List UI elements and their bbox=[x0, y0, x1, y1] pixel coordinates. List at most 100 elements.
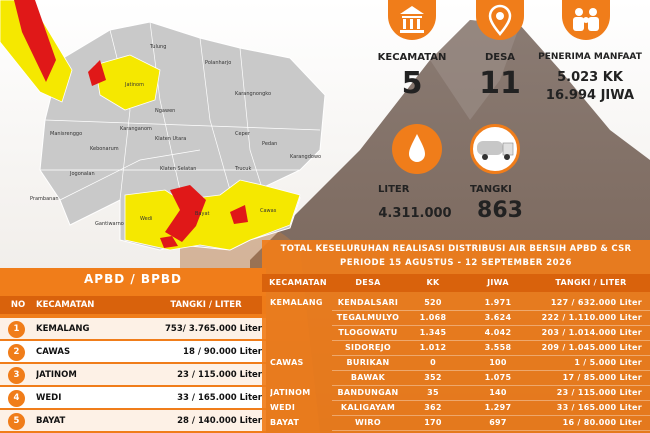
row-cell: BANDUNGAN bbox=[337, 388, 399, 397]
row-kecamatan: BAYAT bbox=[36, 416, 66, 426]
row-cell: SIDOREJO bbox=[345, 343, 391, 352]
icon-location bbox=[476, 0, 524, 40]
table-row: BANDUNGAN 35 140 23 / 115.000 Liter bbox=[332, 386, 650, 401]
map-label: Wedi bbox=[140, 216, 152, 222]
icon-people bbox=[562, 0, 610, 40]
row-number: 1 bbox=[8, 321, 25, 338]
row-cell: 1.068 bbox=[419, 313, 447, 322]
row-cell: BURIKAN bbox=[346, 358, 390, 367]
group-kecamatan: BAYAT bbox=[270, 418, 300, 427]
map-label: Pedan bbox=[262, 141, 277, 147]
stat-label: PENERIMA MANFAAT bbox=[538, 52, 642, 62]
row-number: 4 bbox=[8, 390, 25, 407]
total-table: TOTAL KESELURUHAN REALISASI DISTRIBUSI A… bbox=[262, 240, 650, 433]
row-kecamatan: JATINOM bbox=[36, 370, 77, 380]
header-cell: KK bbox=[426, 278, 440, 287]
row-cell: 222 / 1.110.000 Liter bbox=[541, 313, 642, 322]
district-borders bbox=[40, 21, 321, 201]
group-kecamatan: CAWAS bbox=[270, 358, 304, 367]
red-region bbox=[14, 0, 56, 82]
map-label: Klaten Utara bbox=[155, 136, 186, 142]
row-tangki: 33 / 165.000 Liter bbox=[177, 393, 262, 403]
row-cell: 1.971 bbox=[484, 298, 512, 307]
icon-glyph bbox=[400, 6, 424, 33]
icon-building bbox=[388, 0, 436, 40]
stat-value: 4.311.000 bbox=[378, 206, 452, 221]
group-kecamatan: JATINOM bbox=[270, 388, 311, 397]
header-cell: JIWA bbox=[487, 278, 509, 287]
map-label: Tulung bbox=[149, 44, 166, 50]
table-row: BURIKAN 0 100 1 / 5.000 Liter bbox=[332, 356, 650, 371]
map-label: Manisrenggo bbox=[50, 131, 82, 137]
icon-glyph bbox=[488, 4, 512, 36]
row-kecamatan: CAWAS bbox=[36, 347, 71, 357]
table-title: TOTAL KESELURUHAN REALISASI DISTRIBUSI A… bbox=[280, 244, 632, 254]
table-row: 1 KEMALANG 753/ 3.765.000 Liter bbox=[0, 318, 266, 339]
map-label: Prambanan bbox=[30, 196, 59, 202]
map-label: Ngawen bbox=[155, 108, 175, 114]
row-cell: 33 / 165.000 Liter bbox=[556, 403, 642, 412]
map-label: Kebonarum bbox=[90, 146, 119, 152]
stat-label: TANGKI bbox=[470, 184, 512, 195]
table-row: 2 CAWAS 18 / 90.000 Liter bbox=[0, 341, 266, 362]
map-label: Bayat bbox=[195, 211, 210, 217]
table-row: SIDOREJO 1.012 3.558 209 / 1.045.000 Liter bbox=[332, 341, 650, 356]
row-tangki: 28 / 140.000 Liter bbox=[177, 416, 262, 426]
row-cell: 3.558 bbox=[484, 343, 512, 352]
row-cell: TEGALMULYO bbox=[336, 313, 400, 322]
row-cell: 127 / 632.000 Liter bbox=[550, 298, 642, 307]
stat-label: DESA bbox=[484, 52, 516, 63]
map-label: Ceper bbox=[235, 131, 251, 137]
row-number: 3 bbox=[8, 367, 25, 384]
header-cell: TANGKI / LITER bbox=[555, 278, 627, 287]
row-cell: 1 / 5.000 Liter bbox=[574, 358, 642, 367]
map-label: Jatinom bbox=[124, 82, 144, 88]
header-cell: KECAMATAN bbox=[36, 300, 95, 310]
row-cell: 1.075 bbox=[484, 373, 512, 382]
icon-glyph bbox=[409, 134, 425, 162]
table-row: KENDALSARI 520 1.971 127 / 632.000 Liter bbox=[332, 296, 650, 311]
apbd-table: APBD / BPBD NO KECAMATAN TANGKI / LITER 1 KE… bbox=[0, 268, 266, 433]
stat-label: KECAMATAN bbox=[377, 52, 447, 63]
row-cell: 0 bbox=[430, 358, 436, 367]
row-cell: 1.297 bbox=[484, 403, 512, 412]
row-cell: 1.012 bbox=[419, 343, 447, 352]
red-region bbox=[165, 185, 206, 242]
row-cell: 697 bbox=[489, 418, 507, 427]
row-cell: 23 / 115.000 Liter bbox=[556, 388, 642, 397]
row-cell: KALIGAYAM bbox=[340, 403, 396, 412]
row-cell: 352 bbox=[424, 373, 442, 382]
row-cell: 140 bbox=[489, 388, 507, 397]
group-kecamatan: WEDI bbox=[270, 403, 296, 412]
table-header: KECAMATAN DESA KK JIWA TANGKI / LITER bbox=[262, 274, 650, 292]
yellow-region bbox=[94, 54, 161, 111]
row-cell: 209 / 1.045.000 Liter bbox=[541, 343, 642, 352]
row-kecamatan: KEMALANG bbox=[36, 324, 90, 334]
header-cell: TANGKI / LITER bbox=[170, 300, 242, 310]
table-header: NO KECAMATAN TANGKI / LITER bbox=[0, 296, 266, 314]
icon-glyph bbox=[573, 8, 599, 31]
header-cell: DESA bbox=[355, 278, 381, 287]
row-cell: 100 bbox=[489, 358, 507, 367]
row-cell: 3.624 bbox=[484, 313, 512, 322]
map-label: Trucuk bbox=[234, 166, 251, 172]
table-row: KALIGAYAM 362 1.297 33 / 165.000 Liter bbox=[332, 401, 650, 416]
stat-value: 5 bbox=[401, 66, 423, 101]
red-region bbox=[230, 205, 248, 224]
header-cell: NO bbox=[10, 300, 26, 310]
table-row: WIRO 170 697 16 / 80.000 Liter bbox=[332, 416, 650, 431]
table-row: 5 BAYAT 28 / 140.000 Liter bbox=[0, 410, 266, 431]
table-row: 4 WEDI 33 / 165.000 Liter bbox=[0, 387, 266, 408]
row-cell: 4.042 bbox=[484, 328, 512, 337]
map-label: Polanharjo bbox=[205, 60, 231, 66]
row-cell: TLOGOWATU bbox=[338, 328, 398, 337]
row-cell: 520 bbox=[424, 298, 442, 307]
row-cell: 17 / 85.000 Liter bbox=[562, 373, 642, 382]
stat-value: 5.023 KK bbox=[557, 70, 623, 85]
map-label: Karanganom bbox=[120, 126, 152, 132]
row-tangki: 18 / 90.000 Liter bbox=[183, 347, 262, 357]
map-label: Klaten Selatan bbox=[160, 166, 196, 172]
map-label: Gantiwarno bbox=[95, 221, 124, 227]
map-label: Jogonalan bbox=[69, 171, 95, 177]
row-tangki: 753/ 3.765.000 Liter bbox=[165, 324, 262, 334]
